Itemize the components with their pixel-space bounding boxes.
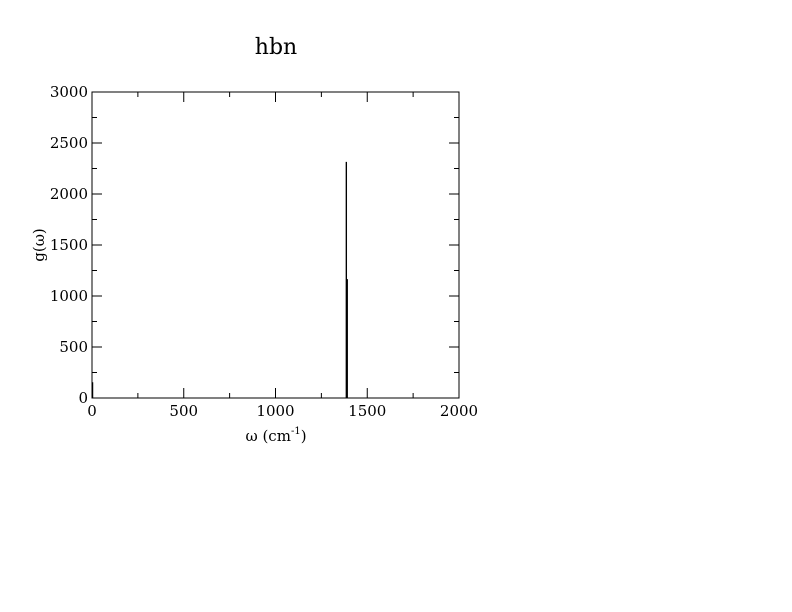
x-tick-label: 0: [87, 402, 97, 420]
x-tick-label: 500: [169, 402, 198, 420]
series-line: [91, 161, 459, 399]
data-series: [91, 161, 459, 399]
x-tick-label: 1500: [348, 402, 386, 420]
y-tick-label: 1000: [50, 287, 88, 305]
y-tick-label: 3000: [50, 83, 88, 101]
y-tick-labels: 0 500 1000 1500 2000 2500 3000: [50, 83, 88, 407]
y-tick-label: 2000: [50, 185, 88, 203]
y-ticks: [92, 91, 459, 399]
plot-area: [91, 91, 460, 399]
y-tick-label: 0: [78, 389, 88, 407]
y-tick-label: 1500: [50, 236, 88, 254]
x-axis-label: ω (cm-1): [245, 426, 306, 445]
y-tick-label: 500: [59, 338, 88, 356]
x-ticks: [91, 92, 460, 398]
y-axis-label: g(ω): [30, 228, 48, 262]
x-tick-label: 1000: [256, 402, 294, 420]
x-tick-labels: 0 500 1000 1500 2000: [87, 402, 478, 420]
chart-title: hbn: [255, 35, 297, 60]
y-tick-label: 2500: [50, 134, 88, 152]
x-tick-label: 2000: [440, 402, 478, 420]
plot-frame: [91, 91, 460, 399]
